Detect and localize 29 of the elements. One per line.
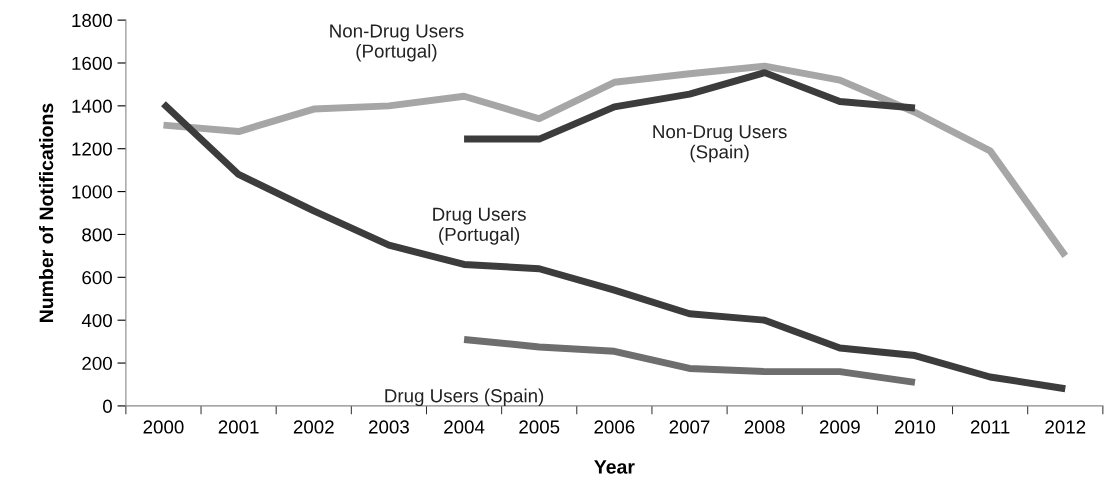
- x-tick-label: 2001: [218, 420, 259, 434]
- text: Drug Users (Spain): [385, 388, 544, 407]
- x-tick-label: 2010: [895, 420, 936, 434]
- series-label: Drug Users (Portugal): [433, 207, 526, 245]
- y-axis-title: Number of Notifications: [38, 103, 54, 322]
- x-axis-title: Year: [594, 460, 635, 474]
- x-tick-label: 2006: [594, 420, 635, 434]
- y-tick-label: 200: [82, 356, 112, 371]
- y-tick-label: 1400: [72, 99, 112, 113]
- x-tick-label: 2012: [1045, 420, 1086, 434]
- series-label: Non-Drug Users (Spain): [653, 125, 787, 163]
- x-tick-label: 2007: [669, 420, 710, 434]
- y-tick-label: 400: [81, 313, 112, 328]
- y-tick-label: 1000: [72, 185, 112, 199]
- x-tick-label: 2000: [143, 420, 184, 434]
- x-tick-label: 2005: [519, 420, 560, 434]
- x-tick-label: 2011: [970, 420, 1010, 434]
- x-tick-label: 2003: [369, 420, 409, 434]
- series-label: Non-Drug Users (Portugal): [330, 24, 464, 62]
- y-tick-label: 1600: [72, 56, 112, 70]
- x-tick-label: 2008: [744, 420, 785, 434]
- y-tick-label: 600: [82, 271, 112, 285]
- x-tick-label: 2002: [293, 420, 334, 434]
- y-tick-label: 0: [102, 399, 112, 413]
- y-tick-label: 800: [82, 228, 112, 242]
- y-tick-label: 1800: [72, 13, 112, 28]
- x-tick-label: 2009: [819, 420, 860, 434]
- y-tick-label: 1200: [72, 142, 112, 156]
- x-tick-label: 2004: [444, 420, 485, 434]
